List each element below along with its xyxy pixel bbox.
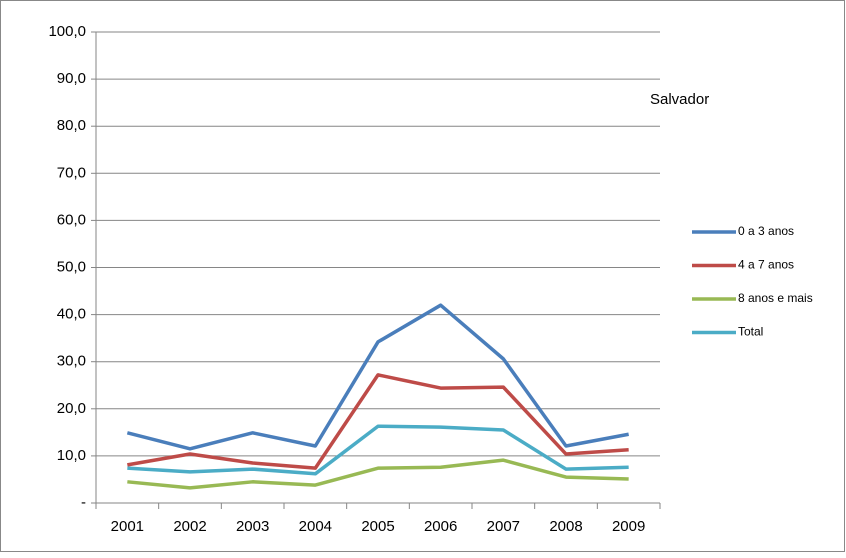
y-tick-label: -: [81, 494, 86, 511]
series-line: [127, 458, 629, 490]
y-tick-label: 10,0: [57, 447, 86, 464]
legend-label: 4 a 7 anos: [738, 258, 794, 272]
legend-label: Total: [738, 325, 763, 339]
y-tick-label: 40,0: [57, 306, 86, 323]
x-tick-label: 2005: [361, 518, 394, 535]
x-tick-label: 2001: [111, 518, 144, 535]
x-tick-label: 2003: [236, 518, 269, 535]
legend-label: 8 anos e mais: [738, 291, 813, 305]
y-tick-label: 30,0: [57, 353, 86, 370]
y-tick-label: 90,0: [57, 70, 86, 87]
y-tick-label: 70,0: [57, 164, 86, 181]
y-tick-label: 50,0: [57, 258, 86, 275]
y-tick-label: 100,0: [48, 23, 86, 40]
x-tick-label: 2008: [549, 518, 582, 535]
x-tick-label: 2004: [299, 518, 332, 535]
annotation: Salvador: [650, 91, 709, 108]
x-tick-label: 2006: [424, 518, 457, 535]
x-tick-label: 2007: [487, 518, 520, 535]
series-line: [127, 424, 629, 476]
x-tick-label: 2009: [612, 518, 645, 535]
legend-label: 0 a 3 anos: [738, 224, 794, 238]
y-tick-label: 80,0: [57, 117, 86, 134]
series-line: [127, 373, 629, 470]
y-tick-label: 20,0: [57, 400, 86, 417]
series-line: [126, 303, 629, 451]
y-tick-label: 60,0: [57, 211, 86, 228]
x-tick-label: 2002: [173, 518, 206, 535]
